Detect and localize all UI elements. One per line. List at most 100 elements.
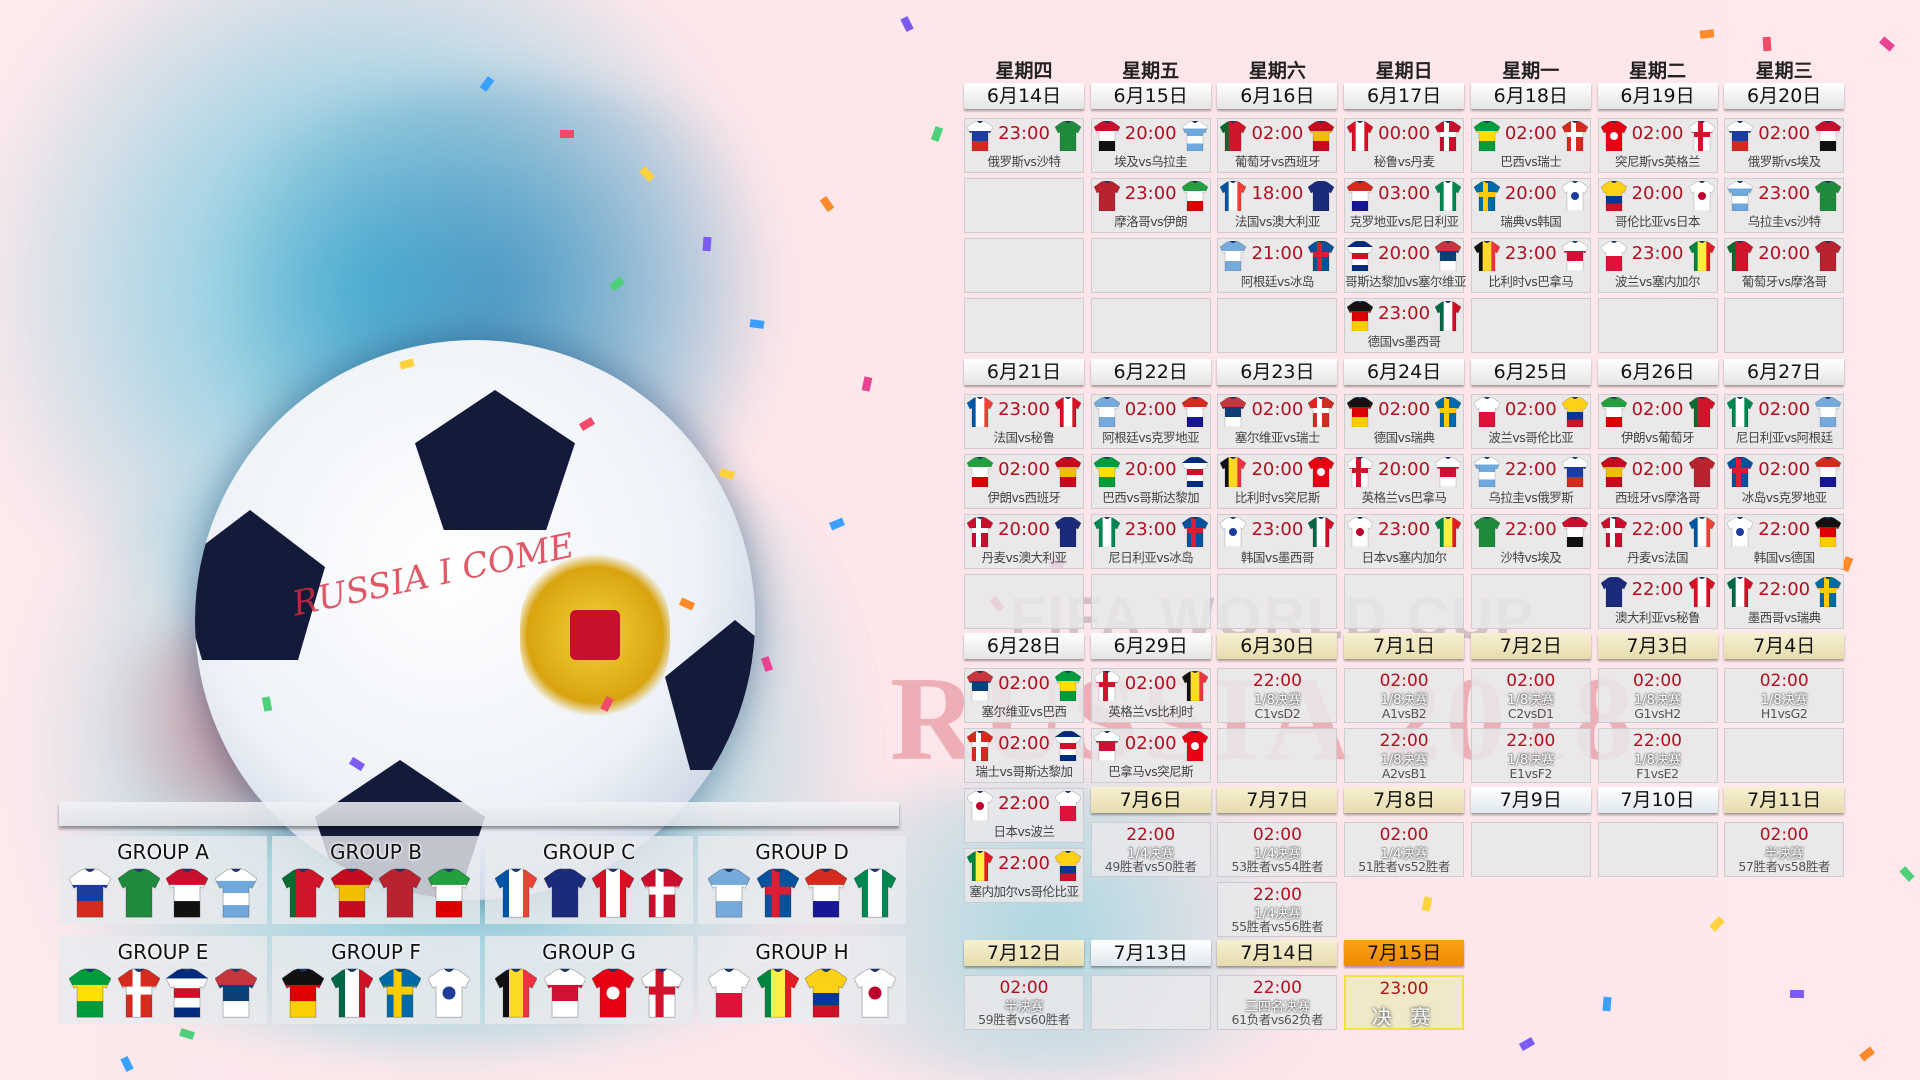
home-team-jersey-icon xyxy=(1726,120,1754,152)
match-cell[interactable]: 20:00 巴西vs哥斯达黎加 xyxy=(1090,454,1211,509)
match-cell[interactable]: 02:00 1/8决赛 G1vsH2 xyxy=(1597,668,1718,723)
match-stage: 1/8决赛 xyxy=(1507,693,1555,708)
group-team-jerseys xyxy=(68,968,258,1022)
match-cell[interactable]: 22:00 1/4决赛 55胜者vs56胜者 xyxy=(1217,882,1338,937)
match-cell[interactable]: 20:00 埃及vs乌拉圭 xyxy=(1090,118,1211,173)
match-cell[interactable]: 02:00 伊朗vs西班牙 xyxy=(964,454,1084,509)
home-team-jersey-icon xyxy=(1093,396,1121,428)
match-cell[interactable]: 02:00 西班牙vs摩洛哥 xyxy=(1597,454,1718,509)
match-cell[interactable]: 03:00 克罗地亚vs尼日利亚 xyxy=(1344,178,1465,233)
match-cell[interactable]: 02:00 塞尔维亚vs巴西 xyxy=(964,668,1084,723)
match-cell[interactable]: 02:00 1/4决赛 51胜者vs52胜者 xyxy=(1344,822,1465,877)
match-cell[interactable]: 22:00 1/8决赛 C1vsD2 xyxy=(1217,668,1338,723)
date-header: 7月11日 xyxy=(1724,787,1845,813)
match-cell[interactable]: 02:00 冰岛vs克罗地亚 xyxy=(1724,454,1845,509)
away-team-jersey-icon xyxy=(1688,120,1715,152)
match-teams: G1vsH2 xyxy=(1634,706,1681,721)
away-team-jersey-icon xyxy=(1054,790,1082,822)
match-cell[interactable]: 23:00 摩洛哥vs伊朗 xyxy=(1090,178,1211,233)
match-cell[interactable]: 22:00 韩国vs德国 xyxy=(1724,514,1845,569)
match-cell[interactable]: 02:00 俄罗斯vs埃及 xyxy=(1724,118,1845,173)
match-cell[interactable]: 20:00 英格兰vs巴拿马 xyxy=(1344,454,1465,509)
match-cell[interactable]: 02:00 半决赛 59胜者vs60胜者 xyxy=(964,975,1084,1030)
match-time: 02:00 xyxy=(1124,673,1177,694)
away-team-jersey-icon xyxy=(1054,456,1082,488)
date-header: 6月24日 xyxy=(1344,359,1465,385)
match-cell[interactable]: 23:00 乌拉圭vs沙特 xyxy=(1724,178,1845,233)
match-cell[interactable]: 22:00 丹麦vs法国 xyxy=(1597,514,1718,569)
match-cell[interactable]: 02:00 1/4决赛 53胜者vs54胜者 xyxy=(1217,822,1338,877)
match-cell[interactable]: 20:00 哥斯达黎加vs塞尔维亚 xyxy=(1344,238,1467,293)
away-team-jersey-icon xyxy=(1814,396,1842,428)
match-cell[interactable]: 00:00 秘鲁vs丹麦 xyxy=(1344,118,1465,173)
match-cell[interactable]: 20:00 丹麦vs澳大利亚 xyxy=(964,514,1084,569)
match-teams: 沙特vs埃及 xyxy=(1500,550,1562,565)
group-name: GROUP F xyxy=(331,940,421,964)
match-cell[interactable]: 22:00 乌拉圭vs俄罗斯 xyxy=(1470,454,1591,509)
match-cell[interactable]: 02:00 塞尔维亚vs瑞士 xyxy=(1217,394,1338,449)
match-cell[interactable]: 23:00 韩国vs墨西哥 xyxy=(1217,514,1338,569)
match-cell[interactable]: 02:00 瑞士vs哥斯达黎加 xyxy=(964,728,1084,783)
match-teams: 英格兰vs巴拿马 xyxy=(1361,490,1447,505)
match-cell[interactable]: 23:00 俄罗斯vs沙特 xyxy=(964,118,1084,173)
match-cell[interactable]: 20:00 葡萄牙vs摩洛哥 xyxy=(1724,238,1845,293)
home-team-jersey-icon xyxy=(1473,396,1501,428)
match-cell[interactable]: 23:00 决 赛 xyxy=(1344,975,1465,1030)
match-cell[interactable]: 22:00 1/8决赛 E1vsF2 xyxy=(1470,728,1591,783)
match-cell[interactable]: 02:00 1/8决赛 H1vsG2 xyxy=(1724,668,1845,723)
match-cell[interactable]: 02:00 阿根廷vs克罗地亚 xyxy=(1090,394,1211,449)
match-cell[interactable]: 23:00 法国vs秘鲁 xyxy=(964,394,1084,449)
confetti-piece xyxy=(1699,29,1715,39)
match-cell[interactable]: 20:00 哥伦比亚vs日本 xyxy=(1597,178,1718,233)
match-stage: 1/8决赛 xyxy=(1634,753,1681,768)
empty-match-cell xyxy=(964,238,1084,293)
team-jersey-icon xyxy=(165,868,209,922)
team-jersey-icon xyxy=(756,868,800,922)
team-jersey-icon xyxy=(640,868,684,922)
team-jersey-icon xyxy=(494,868,538,922)
home-team-jersey-icon xyxy=(1220,180,1247,212)
match-cell[interactable]: 23:00 尼日利亚vs冰岛 xyxy=(1090,514,1211,569)
match-cell[interactable]: 02:00 波兰vs哥伦比亚 xyxy=(1470,394,1591,449)
match-cell[interactable]: 02:00 巴西vs瑞士 xyxy=(1470,118,1591,173)
match-cell[interactable]: 23:00 波兰vs塞内加尔 xyxy=(1597,238,1718,293)
date-header: 6月25日 xyxy=(1470,359,1591,385)
match-time: 02:00 xyxy=(1631,459,1684,480)
match-cell[interactable]: 22:00 1/8决赛 A2vsB1 xyxy=(1344,728,1465,783)
match-cell[interactable]: 02:00 突尼斯vs英格兰 xyxy=(1597,118,1718,173)
team-jersey-icon xyxy=(707,968,751,1022)
match-cell[interactable]: 02:00 1/8决赛 C2vsD1 xyxy=(1470,668,1591,723)
match-cell[interactable]: 22:00 沙特vs埃及 xyxy=(1470,514,1591,569)
match-cell[interactable]: 21:00 阿根廷vs冰岛 xyxy=(1217,238,1338,293)
match-cell[interactable]: 22:00 1/8决赛 F1vsE2 xyxy=(1597,728,1718,783)
match-cell[interactable]: 18:00 法国vs澳大利亚 xyxy=(1217,178,1338,233)
match-cell[interactable]: 02:00 巴拿马vs突尼斯 xyxy=(1090,728,1211,783)
match-cell[interactable]: 20:00 比利时vs突尼斯 xyxy=(1217,454,1338,509)
match-teams: 尼日利亚vs冰岛 xyxy=(1108,550,1194,565)
confetti-piece xyxy=(399,358,415,370)
match-cell[interactable]: 22:00 三四名决赛 61负者vs62负者 xyxy=(1217,975,1338,1030)
match-cell[interactable]: 22:00 1/4决赛 49胜者vs50胜者 xyxy=(1090,822,1211,877)
match-time: 02:00 xyxy=(1631,399,1684,420)
match-time: 02:00 xyxy=(1124,399,1177,420)
match-teams: 法国vs秘鲁 xyxy=(993,430,1055,445)
match-cell[interactable]: 02:00 葡萄牙vs西班牙 xyxy=(1217,118,1338,173)
match-cell[interactable]: 22:00 澳大利亚vs秘鲁 xyxy=(1597,574,1718,629)
match-cell[interactable]: 22:00 日本vs波兰 xyxy=(964,788,1084,843)
home-team-jersey-icon xyxy=(1473,240,1501,272)
match-cell[interactable]: 02:00 德国vs瑞典 xyxy=(1344,394,1465,449)
match-cell[interactable]: 02:00 1/8决赛 A1vsB2 xyxy=(1344,668,1465,723)
match-cell[interactable]: 20:00 瑞典vs韩国 xyxy=(1470,178,1591,233)
match-cell[interactable]: 23:00 比利时vs巴拿马 xyxy=(1470,238,1591,293)
match-cell[interactable]: 02:00 英格兰vs比利时 xyxy=(1090,668,1211,723)
match-cell[interactable]: 22:00 墨西哥vs瑞典 xyxy=(1724,574,1845,629)
empty-match-cell xyxy=(1597,822,1718,877)
match-cell[interactable]: 02:00 伊朗vs葡萄牙 xyxy=(1597,394,1718,449)
match-cell[interactable]: 23:00 德国vs墨西哥 xyxy=(1344,298,1465,353)
match-teams: 哥伦比亚vs日本 xyxy=(1615,214,1700,229)
match-stage: 半决赛 xyxy=(1764,847,1804,862)
match-cell[interactable]: 23:00 日本vs塞内加尔 xyxy=(1344,514,1465,569)
match-cell[interactable]: 02:00 半决赛 57胜者vs58胜者 xyxy=(1724,822,1845,877)
match-cell[interactable]: 02:00 尼日利亚vs阿根廷 xyxy=(1724,394,1845,449)
match-cell[interactable]: 22:00 塞内加尔vs哥伦比亚 xyxy=(964,848,1084,903)
